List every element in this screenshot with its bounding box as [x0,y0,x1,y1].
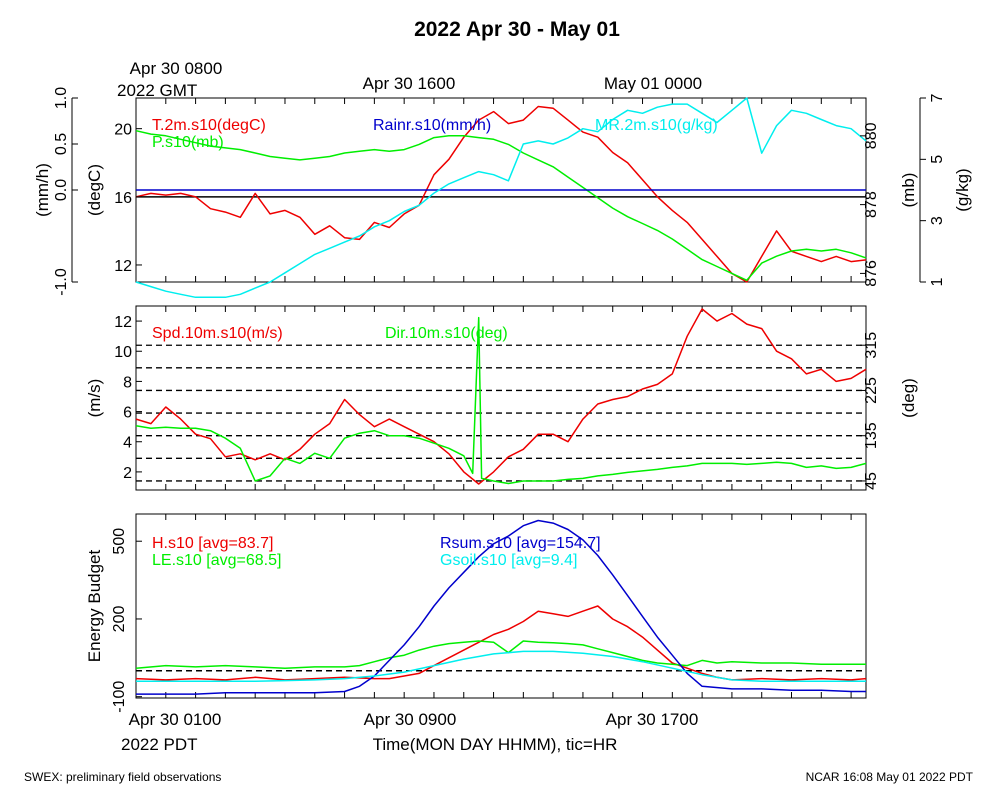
wind-series-0 [135,308,867,485]
spd-axis-label: (m/s) [85,379,104,418]
rain-axis-tick-label: -1.0 [53,268,70,296]
top-axis-label-0: Apr 30 0800 [130,59,223,78]
bottom-axis-label-2: Apr 30 1700 [606,710,699,729]
footer-left: SWEX: preliminary field observations [24,770,221,784]
meteorology-series-1 [135,129,867,282]
rain-axis-tick-label: 0.0 [53,179,70,201]
dir-axis-label: (deg) [899,378,918,418]
bottom-axis-pdt-label: 2022 PDT [121,735,198,754]
meteorology-legend-3: MR.2m.s10(g/kg) [595,117,718,134]
energy-axis-label: Energy Budget [85,549,104,662]
dir-axis-tick-label: 225 [863,377,880,404]
meteorology-series-3 [135,97,867,299]
spd-axis-tick-label: 12 [114,314,132,331]
rain-axis-tick-label: 1.0 [53,87,70,109]
spd-axis-tick-label: 8 [123,374,132,391]
meteorology-legend-0: T.2m.s10(degC) [152,117,266,134]
bottom-axis-label-1: Apr 30 0900 [364,710,457,729]
energy-axis-tick-label: 200 [111,606,128,633]
energy-frame [135,513,867,699]
meteorology-panel: -1.0 0.0 0.5 1.0 12 16 20 876 878 880 1 3 5 7 (mm/h) (d… [33,87,972,299]
pres-axis-tick-label: 878 [863,191,880,218]
rain-axis-tick-label: 0.5 [53,133,70,155]
energy-legend-0: H.s10 [avg=83.7] [152,535,273,552]
temp-axis-tick-label: 20 [114,122,132,139]
wind-legend-0: Spd.10m.s10(m/s) [152,325,283,342]
temp-axis-tick-label: 12 [114,258,132,275]
meteorology-legend-2: Rainr.s10(mm/h) [373,117,491,134]
wind-legend-1: Dir.10m.s10(deg) [385,325,508,342]
top-axis-label-2: May 01 0000 [604,74,702,93]
pres-axis-tick-label: 880 [863,122,880,149]
meteorology-series-0 [135,105,867,283]
spd-axis-tick-label: 4 [123,435,132,452]
wind-panel: 2 4 6 8 10 12 45 135 225 315 (m/s) (deg) Spd.10m.s10… [85,305,918,491]
top-axis-gmt-label: 2022 GMT [117,81,197,100]
footer-right: NCAR 16:08 May 01 2022 PDT [806,770,974,784]
energy-panel: -100 200 500 Energy Budget H.s10 [avg=83.7]L… [85,513,867,713]
mr-axis-tick-label: 7 [929,93,946,102]
energy-series-2 [136,519,866,695]
energy-series-1 [135,640,866,669]
energy-axis-tick-label: 500 [111,528,128,555]
energy-axis-tick-label: -100 [111,681,128,713]
meteorology-legend-1: P.s10(mb) [152,134,224,151]
wind-frame [135,305,867,491]
dir-axis-tick-label: 45 [863,472,880,490]
pres-axis-label: (mb) [899,173,918,208]
spd-axis-tick-label: 10 [114,344,132,361]
mr-axis-tick-label: 5 [929,155,946,164]
pres-axis-tick-label: 876 [863,260,880,287]
energy-series-3 [136,650,866,682]
temp-axis-label: (degC) [85,164,104,216]
dir-axis-tick-label: 315 [863,332,880,359]
dir-axis-tick-label: 135 [863,422,880,449]
mr-axis-tick-label: 1 [929,277,946,286]
spd-axis-tick-label: 2 [123,465,132,482]
mr-axis-tick-label: 3 [929,216,946,225]
energy-legend-1: LE.s10 [avg=68.5] [152,552,281,569]
spd-axis-tick-label: 6 [123,405,132,422]
wind-series-1 [135,316,867,485]
mr-axis-label: (g/kg) [953,168,972,211]
x-axis-title: Time(MON DAY HHMM), tic=HR [373,735,618,754]
top-axis-label-1: Apr 30 1600 [363,74,456,93]
energy-series-0 [135,605,867,681]
bottom-axis-label-0: Apr 30 0100 [129,710,222,729]
energy-legend-2: Rsum.s10 [avg=154.7] [440,535,601,552]
rain-axis-label: (mm/h) [33,163,52,217]
temp-axis-tick-label: 16 [114,190,132,207]
energy-legend-3: Gsoil.s10 [avg=9.4] [440,552,577,569]
chart-title: 2022 Apr 30 - May 01 [414,18,620,41]
